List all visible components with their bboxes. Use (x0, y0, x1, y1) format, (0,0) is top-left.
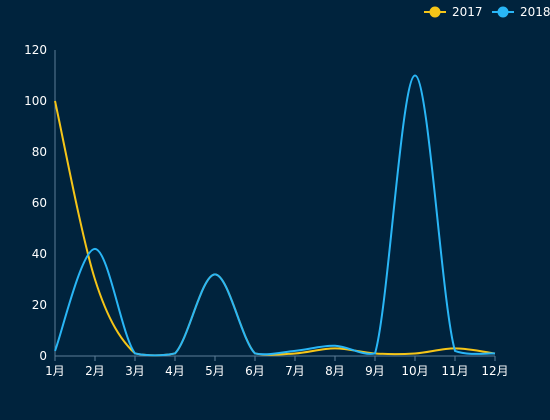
legend-item-2018[interactable]: 2018 (492, 5, 550, 19)
y-tick-label: 80 (32, 145, 47, 159)
y-axis: 0 20 40 60 80 100 120 (24, 43, 56, 363)
x-tick-label: 5月 (205, 364, 225, 378)
x-tick-label: 11月 (441, 364, 468, 378)
y-tick-label: 120 (24, 43, 47, 57)
legend[interactable]: 2017 2018 (424, 5, 550, 19)
x-tick-label: 3月 (125, 364, 145, 378)
x-tick-label: 12月 (481, 364, 508, 378)
series-layer (54, 74, 496, 357)
x-tick-label: 1月 (45, 364, 65, 378)
legend-label: 2018 (520, 5, 550, 19)
legend-label: 2017 (452, 5, 483, 19)
y-tick-label: 40 (32, 247, 47, 261)
x-tick-label: 8月 (325, 364, 345, 378)
y-tick-label: 100 (24, 94, 47, 108)
x-tick-label: 7月 (285, 364, 305, 378)
y-tick-label: 60 (32, 196, 47, 210)
x-tick-label: 4月 (165, 364, 185, 378)
series-line-2018 (54, 74, 496, 357)
legend-swatch-dot (497, 6, 509, 18)
x-axis: 1月 2月 3月 4月 5月 6月 7月 8月 9月 10月 11月 12月 (45, 355, 509, 378)
x-tick-label: 6月 (245, 364, 265, 378)
y-tick-label: 0 (39, 349, 47, 363)
x-tick-label: 9月 (365, 364, 385, 378)
legend-swatch-dot (429, 6, 441, 18)
x-tick-label: 10月 (401, 364, 428, 378)
y-tick-label: 20 (32, 298, 47, 312)
series-2018 (54, 74, 496, 357)
x-tick-label: 2月 (85, 364, 105, 378)
legend-item-2017[interactable]: 2017 (424, 5, 483, 19)
